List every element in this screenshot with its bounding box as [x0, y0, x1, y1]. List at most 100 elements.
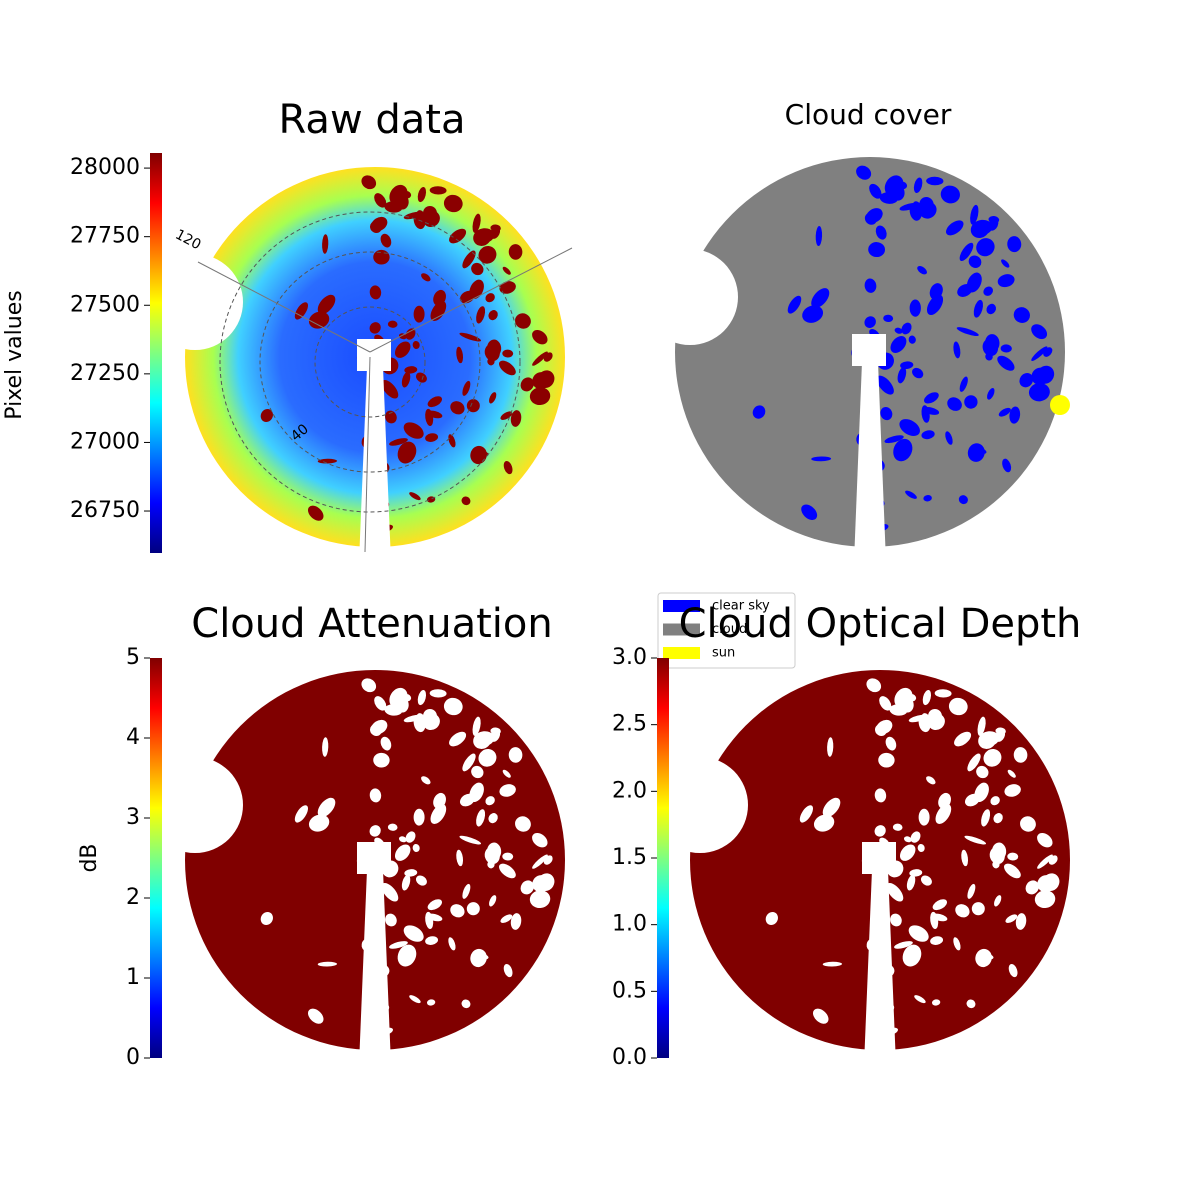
cloud-patch	[260, 911, 273, 926]
colorbar-tick-label: 2.5	[612, 712, 647, 737]
cloud-patch	[864, 278, 877, 293]
cloud-patch	[394, 341, 411, 358]
cloud-patch	[917, 265, 927, 275]
cloud-patch	[985, 352, 993, 361]
cloud-patch	[1015, 913, 1027, 930]
cloud-patch	[394, 844, 411, 861]
cloud-patch	[908, 335, 916, 344]
cloud-patch	[308, 311, 330, 329]
cloud-patch	[981, 809, 991, 827]
cloud-patch	[813, 1008, 829, 1024]
cloud-patch	[374, 696, 387, 711]
cloud-patch	[405, 831, 416, 843]
cloud-patch	[487, 357, 495, 366]
cloud-patch	[931, 999, 941, 1006]
cloud-patch	[322, 737, 329, 757]
cloud-patch	[532, 329, 548, 345]
cloud-patch	[948, 697, 968, 716]
cloud-patch	[972, 219, 993, 235]
cloud-patch	[403, 714, 423, 723]
cloud-patch	[813, 814, 835, 832]
cloud-patch	[924, 392, 939, 404]
cloud-patch	[1009, 406, 1021, 424]
cloud-patch	[905, 490, 917, 499]
cloud-patch	[964, 835, 987, 845]
colorbar-tick-label: 0.0	[612, 1045, 647, 1070]
cloud-patch	[322, 234, 329, 254]
cloud-patch	[459, 332, 482, 342]
cloud-patch	[822, 797, 841, 818]
polar-axis	[369, 247, 573, 353]
colorbar-tick-label: 2.0	[612, 778, 647, 803]
cloud-patch	[370, 221, 382, 234]
cloud-patch	[998, 407, 1011, 417]
cloud-patch	[413, 305, 425, 323]
cloud-patch	[920, 875, 932, 886]
panel: Cloud Attenuation 0 1 2 3 4 5 dB	[77, 601, 565, 1070]
legend-label: sun	[712, 646, 735, 661]
cloud-patch	[385, 913, 397, 927]
legend-label: cloud	[712, 622, 747, 637]
mask-bite	[147, 757, 243, 853]
cloud-patch	[488, 813, 498, 824]
cloud-patch	[397, 944, 417, 967]
colorbar-tick-label: 2	[126, 885, 140, 910]
cloud-patch	[1037, 832, 1053, 848]
cloud-patch	[959, 376, 968, 392]
mask-bite	[642, 249, 738, 345]
cloud-patch	[308, 1008, 324, 1024]
cloud-patch	[765, 911, 778, 926]
cloud-patch	[1004, 784, 1021, 797]
cloud-patch	[1031, 324, 1048, 340]
cloud-patch	[502, 769, 511, 778]
cloud-patch	[994, 895, 1002, 907]
colorbar-tick-label: 3.0	[612, 645, 647, 670]
cloud-patch	[880, 407, 893, 421]
colorbar-tick-label: 3	[126, 805, 140, 830]
cloud-patch	[902, 944, 922, 967]
colorbar-tick-label: 1.0	[612, 912, 647, 937]
cloud-patch	[317, 294, 336, 315]
colorbar-label: Pixel values	[2, 290, 27, 419]
cloud-patch	[474, 731, 495, 746]
cloud-patch	[461, 496, 471, 506]
cloud-patch	[380, 233, 392, 248]
cloud-patch	[404, 366, 418, 374]
colorbar-tick-label: 27250	[70, 361, 140, 386]
cloud-patch	[993, 813, 1003, 824]
cloud-patch	[961, 849, 969, 867]
cloud-patch	[1001, 259, 1010, 268]
cloud-patch	[815, 226, 823, 247]
cloud-patch	[914, 995, 926, 1004]
cloud-patch	[466, 399, 480, 413]
cloud-patch	[402, 190, 412, 199]
cloud-patch	[799, 805, 813, 823]
cloud-patch	[520, 377, 534, 392]
cloud-patch	[459, 835, 482, 845]
colorbar	[150, 153, 162, 553]
cloud-patch	[1025, 880, 1039, 895]
polar-ring	[219, 211, 521, 513]
cloud-patch	[874, 825, 886, 837]
cloud-patch	[412, 340, 420, 349]
cloud-patch	[1036, 365, 1055, 384]
cloud-patch	[923, 494, 932, 502]
cloud-patch	[413, 808, 425, 826]
cloud-patch	[909, 299, 921, 317]
cloud-patch	[449, 228, 467, 244]
cloud-patch	[462, 380, 471, 396]
cloud-patch	[462, 250, 476, 269]
cloud-patch	[317, 961, 338, 967]
cloud-patch	[369, 788, 382, 803]
cloud-patch	[369, 322, 381, 334]
cloud-patch	[456, 346, 464, 364]
legend-swatch	[663, 647, 700, 659]
cloud-patch	[470, 445, 487, 465]
cloud-patch	[1019, 372, 1034, 388]
cloud-patch	[529, 890, 551, 909]
colorbar-tick-label: 1	[126, 965, 140, 990]
cloud-patch	[897, 367, 907, 384]
cloud-patch	[992, 842, 1007, 860]
cloud-patch	[448, 434, 456, 448]
cloud-patch	[317, 797, 336, 818]
